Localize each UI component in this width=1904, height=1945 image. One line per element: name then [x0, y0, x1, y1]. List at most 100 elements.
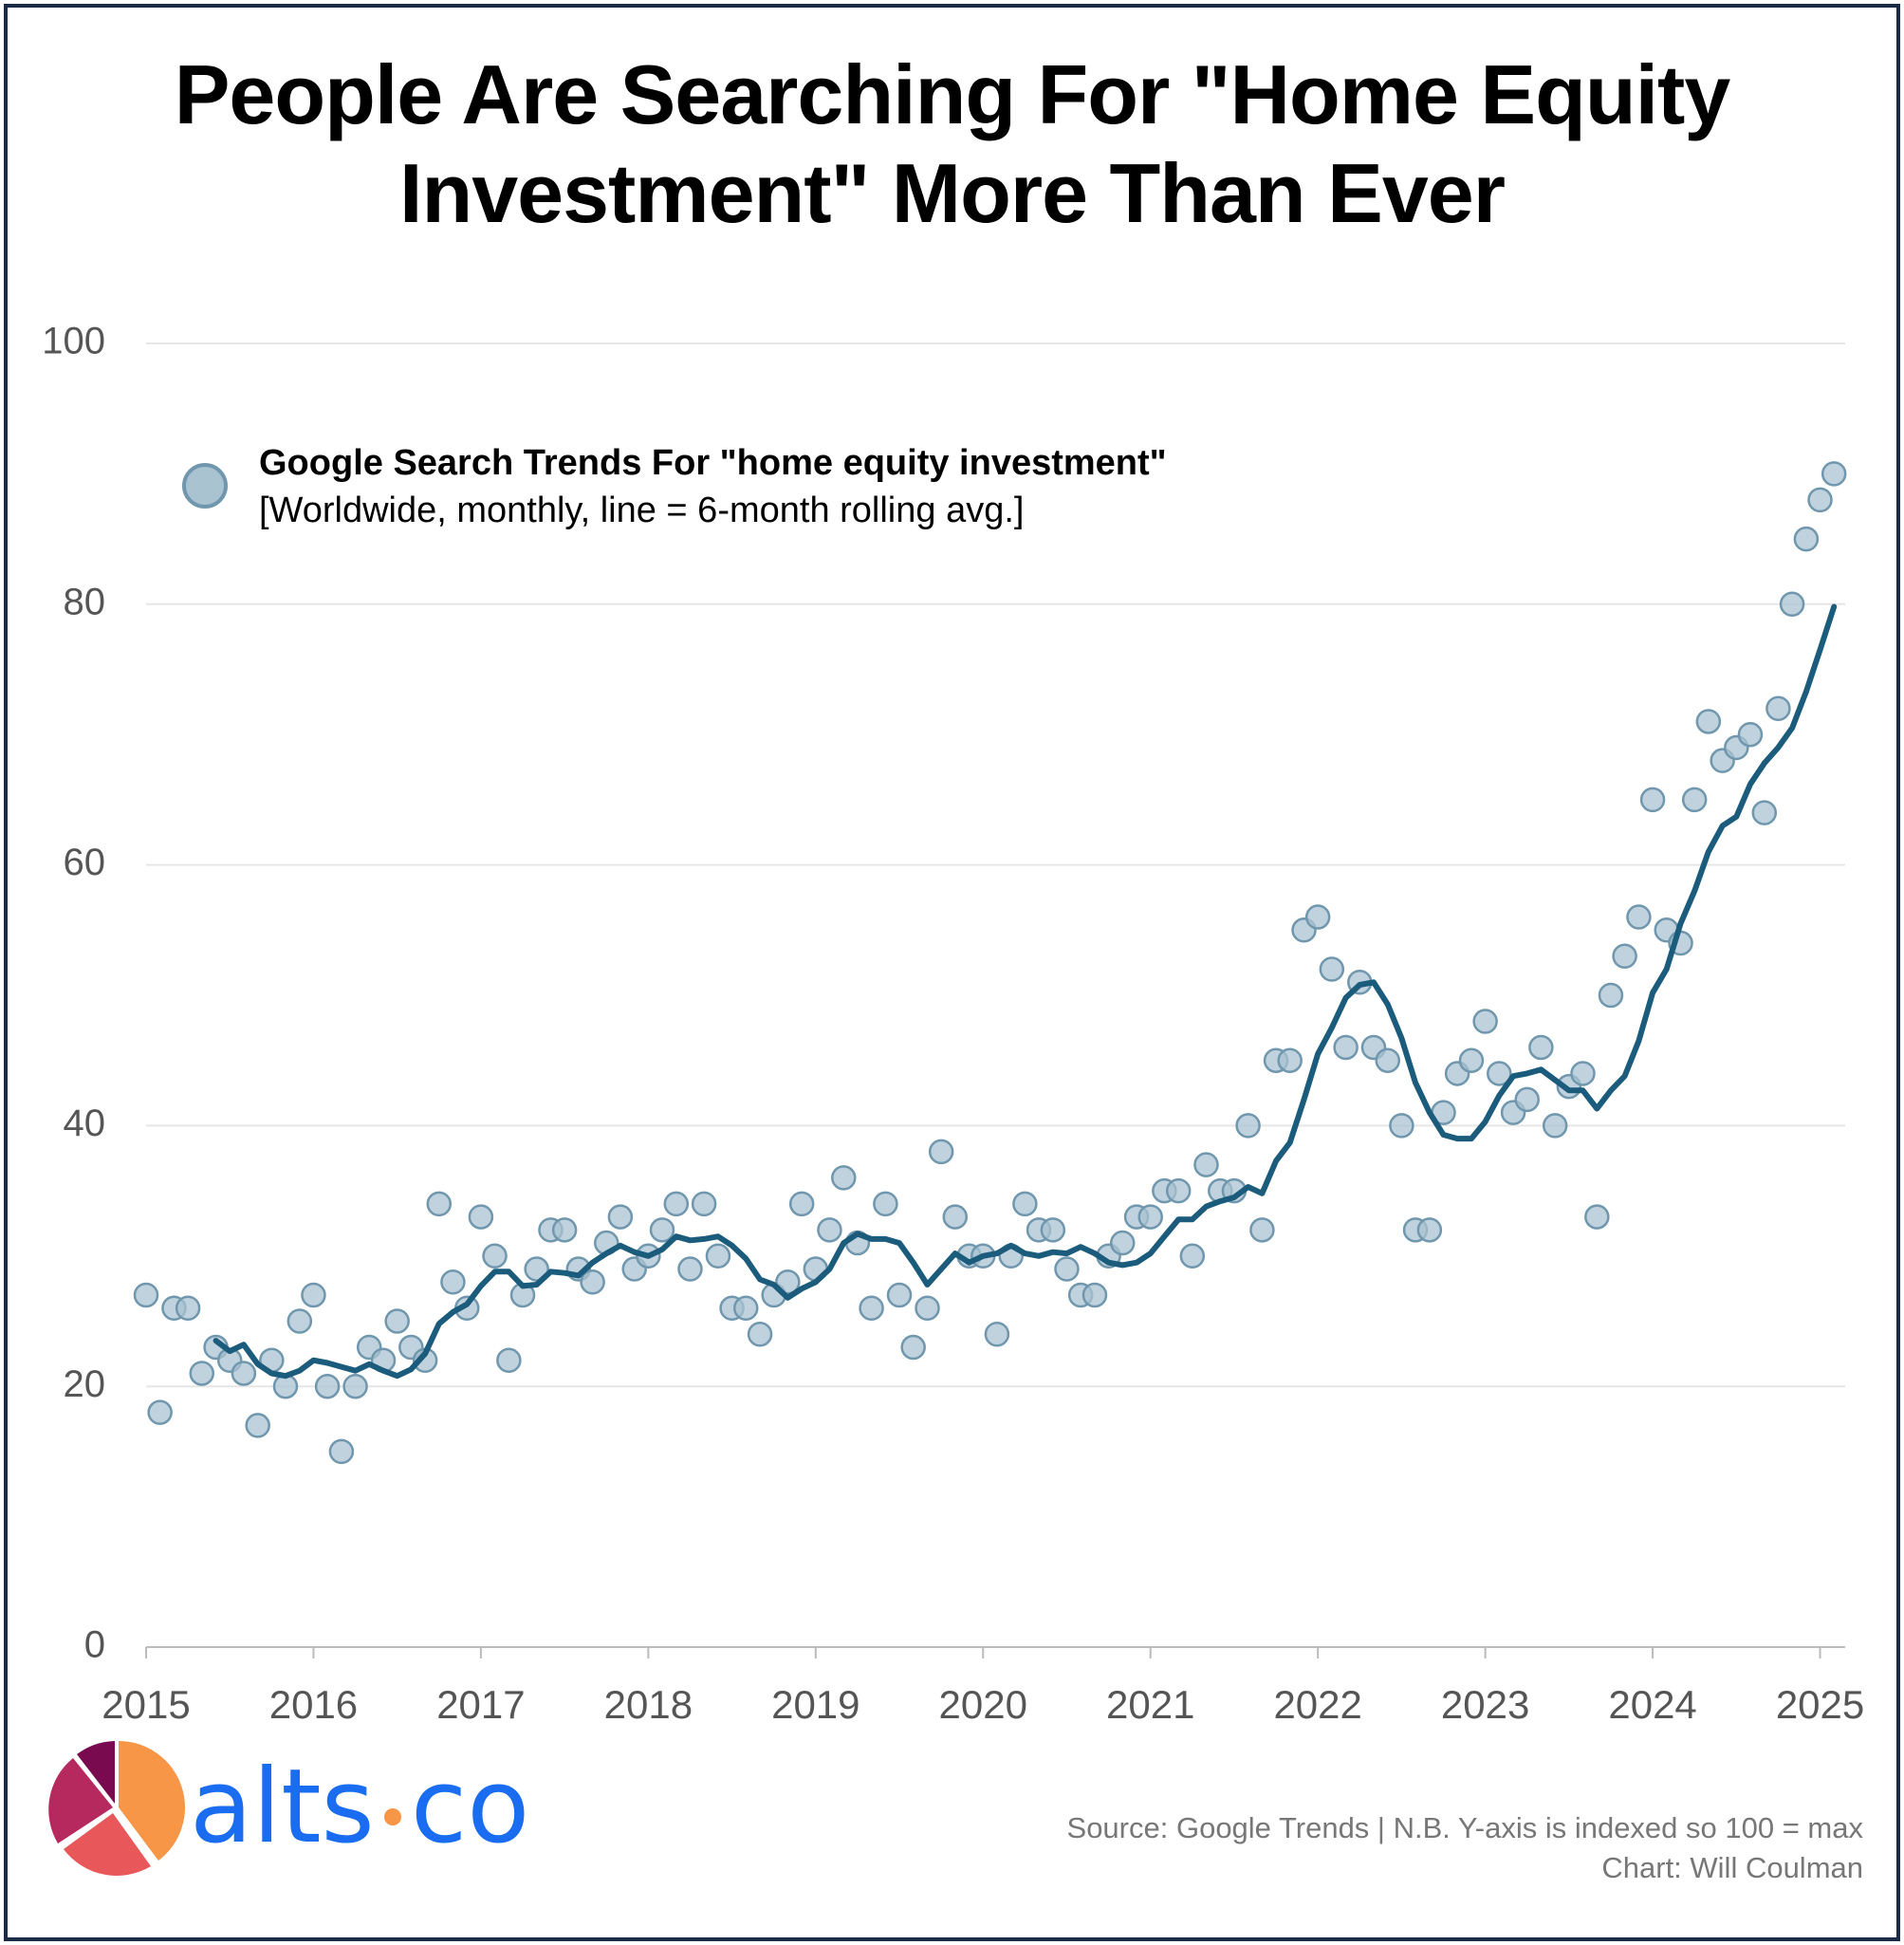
- data-point: [928, 1139, 954, 1165]
- data-point: [788, 1191, 815, 1217]
- data-point: [1319, 956, 1345, 982]
- data-point: [873, 1191, 898, 1217]
- data-point: [607, 1204, 634, 1230]
- data-point: [147, 1399, 173, 1425]
- x-tick-label: 2017: [436, 1682, 525, 1727]
- x-tick-label: 2015: [102, 1682, 190, 1727]
- rolling-average-line: [213, 603, 1838, 1380]
- data-point: [1612, 943, 1637, 970]
- data-point: [1235, 1113, 1261, 1139]
- data-point: [1514, 1086, 1540, 1113]
- data-point: [1333, 1034, 1359, 1061]
- y-tick-label: 100: [42, 321, 105, 362]
- data-point: [1416, 1217, 1443, 1243]
- data-point: [705, 1243, 731, 1269]
- source: Source: Google Trends | N.B. Y-axis is i…: [1067, 1811, 1864, 1844]
- data-point: [1193, 1152, 1219, 1177]
- data-point: [663, 1191, 690, 1217]
- data-point: [1389, 1113, 1414, 1139]
- data-point: [886, 1282, 913, 1308]
- data-point: [817, 1217, 842, 1243]
- data-point: [1137, 1204, 1163, 1230]
- data-point: [496, 1347, 522, 1373]
- data-point: [440, 1269, 466, 1295]
- data-point: [942, 1204, 969, 1230]
- y-tick-label: 20: [64, 1363, 106, 1405]
- x-tick-label: 2018: [604, 1682, 693, 1727]
- data-point: [342, 1373, 368, 1399]
- data-point: [1639, 787, 1666, 813]
- data-point: [1751, 800, 1778, 825]
- data-point: [1737, 721, 1764, 748]
- data-point: [1570, 1061, 1596, 1086]
- data-point: [1695, 709, 1722, 734]
- x-tick-label: 2024: [1608, 1682, 1696, 1727]
- data-point: [1040, 1217, 1066, 1243]
- data-point: [1165, 1177, 1192, 1204]
- x-tick-label: 2022: [1273, 1682, 1361, 1727]
- data-point: [1458, 1047, 1485, 1073]
- credit: Chart: Will Coulman: [1601, 1851, 1863, 1884]
- data-point: [287, 1308, 313, 1334]
- logo: alts co: [47, 1736, 529, 1879]
- x-tick-label: 2021: [1106, 1682, 1194, 1727]
- legend-label: Google Search Trends For "home equity in…: [259, 443, 1167, 483]
- data-point: [1472, 1009, 1498, 1034]
- data-point: [1249, 1217, 1275, 1243]
- y-tick-label: 0: [84, 1624, 105, 1666]
- x-tick-label: 2025: [1776, 1682, 1864, 1727]
- chart-title: People Are Searching For "Home Equity In…: [174, 47, 1731, 240]
- x-tick-label: 2023: [1441, 1682, 1529, 1727]
- data-point: [189, 1361, 215, 1386]
- data-point: [328, 1438, 355, 1465]
- data-point: [1598, 982, 1624, 1009]
- data-point: [1375, 1047, 1401, 1073]
- data-point: [580, 1269, 605, 1295]
- data-point: [301, 1282, 326, 1308]
- data-point: [1681, 787, 1708, 813]
- data-point: [691, 1191, 717, 1217]
- data-point: [1277, 1047, 1303, 1073]
- x-tick-label: 2016: [269, 1682, 358, 1727]
- data-point: [1081, 1282, 1108, 1308]
- legend-marker: [182, 463, 228, 509]
- data-point: [1584, 1204, 1610, 1230]
- data-point: [1821, 461, 1847, 487]
- data-point: [1012, 1191, 1038, 1217]
- logo-icon: [48, 1741, 185, 1876]
- data-point: [1110, 1230, 1136, 1256]
- data-point: [900, 1334, 926, 1361]
- data-point: [747, 1321, 773, 1347]
- data-point: [468, 1204, 494, 1230]
- data-point: [677, 1256, 703, 1282]
- data-point: [732, 1295, 759, 1322]
- data-point: [831, 1165, 857, 1191]
- data-point: [1054, 1256, 1080, 1282]
- data-point: [1528, 1034, 1554, 1061]
- logo-text: co: [410, 1748, 530, 1866]
- data-point: [1179, 1243, 1206, 1269]
- data-point: [1487, 1061, 1512, 1086]
- data-point: [649, 1217, 675, 1243]
- x-tick-label: 2019: [771, 1682, 860, 1727]
- data-point: [915, 1295, 940, 1322]
- data-point: [524, 1256, 549, 1282]
- data-point: [426, 1191, 453, 1217]
- data-point: [133, 1282, 159, 1308]
- y-tick-label: 80: [64, 581, 106, 622]
- frame: [4, 4, 1900, 1941]
- data-point: [314, 1373, 341, 1399]
- x-tick-label: 2020: [939, 1682, 1027, 1727]
- data-point: [384, 1308, 410, 1334]
- data-point: [859, 1295, 884, 1322]
- data-point: [482, 1243, 508, 1269]
- logo-dot: [383, 1808, 401, 1825]
- data-point: [1779, 591, 1805, 618]
- logo-text: alts: [190, 1748, 375, 1866]
- data-point: [231, 1361, 257, 1386]
- data-point: [984, 1321, 1010, 1347]
- data-point: [245, 1413, 270, 1438]
- data-point: [775, 1269, 801, 1295]
